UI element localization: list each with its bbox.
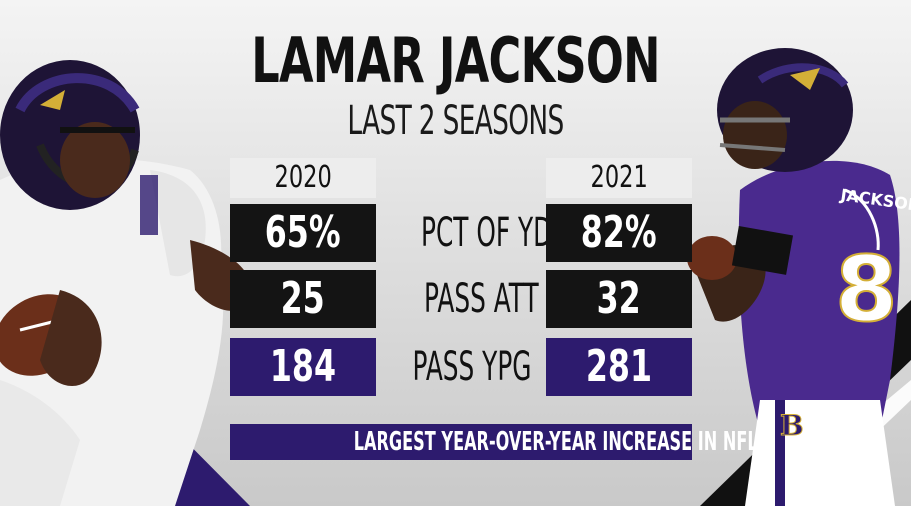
pass-att-pg-2020: 25: [230, 270, 376, 328]
pass-ypg-2021: 281: [546, 338, 692, 396]
right-player-image: 8 JACKSON B: [687, 48, 911, 506]
pass-ypg-2020: 184: [230, 338, 376, 396]
footer-banner: LARGEST YEAR-OVER-YEAR INCREASE IN NFL: [230, 424, 758, 460]
left-player-image: [0, 60, 252, 506]
title: LAMAR JACKSON: [251, 24, 660, 97]
pct-of-yds-2021: 82%: [546, 204, 692, 262]
pass-att-pg-2021: 32: [546, 270, 692, 328]
row-label-pass-ypg: PASS YPG: [412, 344, 532, 390]
pct-of-yds-2020: 65%: [230, 204, 376, 262]
row-label-pass-att-pg: PASS ATT PG: [424, 276, 581, 322]
row-label-pct-of-yds: PCT OF YDS: [421, 210, 568, 256]
year-header-2020: 2020: [230, 158, 376, 198]
jersey-number: 8: [835, 237, 898, 342]
subtitle: LAST 2 SEASONS: [347, 98, 564, 144]
logo-b: B: [780, 409, 804, 442]
year-header-2021: 2021: [546, 158, 692, 198]
